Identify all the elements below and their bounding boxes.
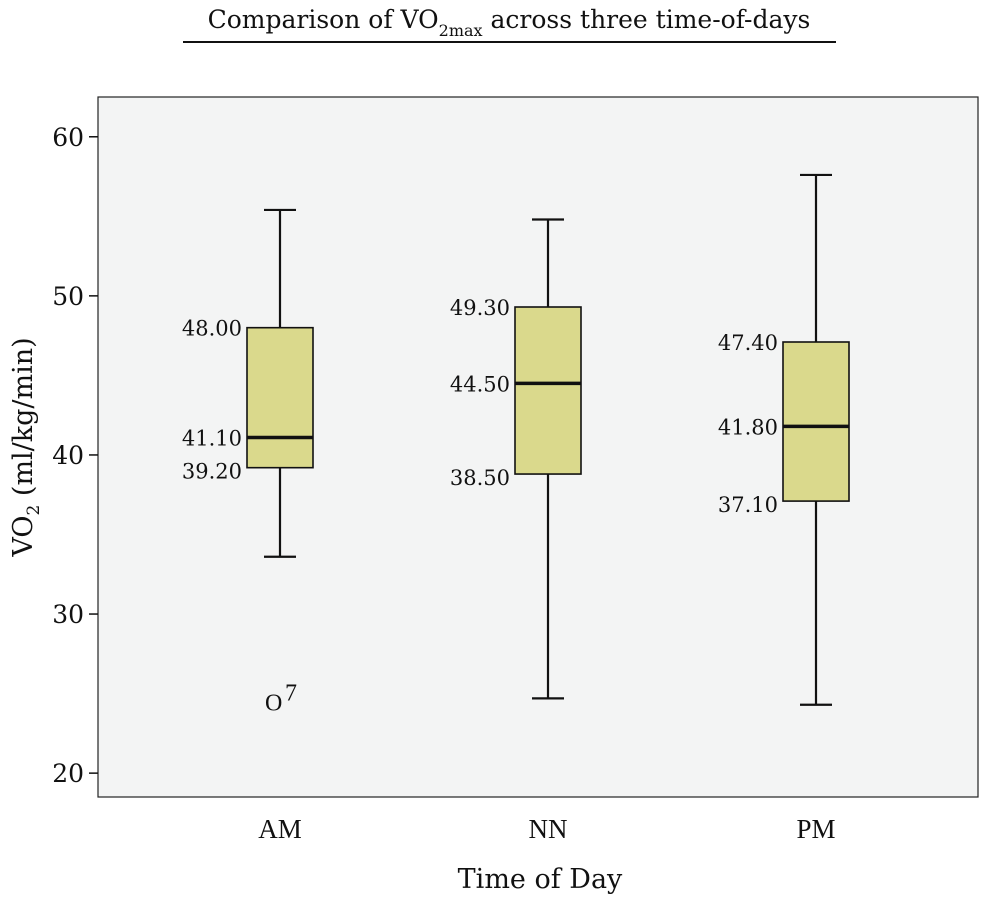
category-label-pm: PM	[796, 814, 835, 844]
chart-title-subscript: 2max	[439, 21, 483, 40]
box-series: 48.00 41.10 39.20 49.30 44.50 38.50 47.40 41.80…	[182, 173, 850, 706]
outlier-marker: O	[265, 691, 282, 717]
category-label-nn: NN	[529, 814, 568, 844]
median-label: 44.50	[450, 372, 510, 396]
q3-label: 48.00	[182, 317, 242, 341]
interquartile-box	[246, 326, 314, 469]
y-axis-label-subscript: 2	[24, 505, 44, 516]
y-axis-label-units: (ml/kg/min)	[8, 337, 39, 504]
median-label: 41.10	[182, 426, 242, 450]
box-nn: 49.30 44.50 38.50	[450, 218, 582, 700]
box-pm: 47.40 41.80 37.10	[718, 173, 850, 706]
chart-title-rest: across three time-of-days	[483, 5, 811, 34]
q1-label: 39.20	[182, 460, 242, 484]
chart-title-main: Comparison of VO	[208, 5, 439, 34]
y-axis-label-main: VO	[8, 516, 39, 558]
x-axis-label: Time of Day	[458, 864, 623, 895]
y-tick-label: 40	[52, 441, 84, 470]
outlier-label: 7	[285, 681, 297, 707]
chart-title: Comparison of VO2max across three time-o…	[208, 5, 811, 40]
interquartile-box	[782, 341, 850, 502]
box-am: 48.00 41.10 39.20	[182, 208, 314, 558]
interquartile-box	[514, 306, 582, 475]
category-label-am: AM	[258, 814, 302, 844]
q3-label: 47.40	[718, 331, 778, 355]
y-axis-ticks: 20 30 40 50 60	[52, 123, 98, 788]
q3-label: 49.30	[450, 296, 510, 320]
q1-label: 37.10	[718, 493, 778, 517]
x-axis-categories: AM NN PM	[258, 814, 835, 844]
y-tick-label: 20	[52, 759, 84, 788]
y-axis-label: VO2 (ml/kg/min)	[8, 337, 44, 557]
y-tick-label: 30	[52, 600, 84, 629]
median-label: 41.80	[718, 415, 778, 439]
y-tick-label: 50	[52, 282, 84, 311]
y-tick-label: 60	[52, 123, 84, 152]
q1-label: 38.50	[450, 466, 510, 490]
